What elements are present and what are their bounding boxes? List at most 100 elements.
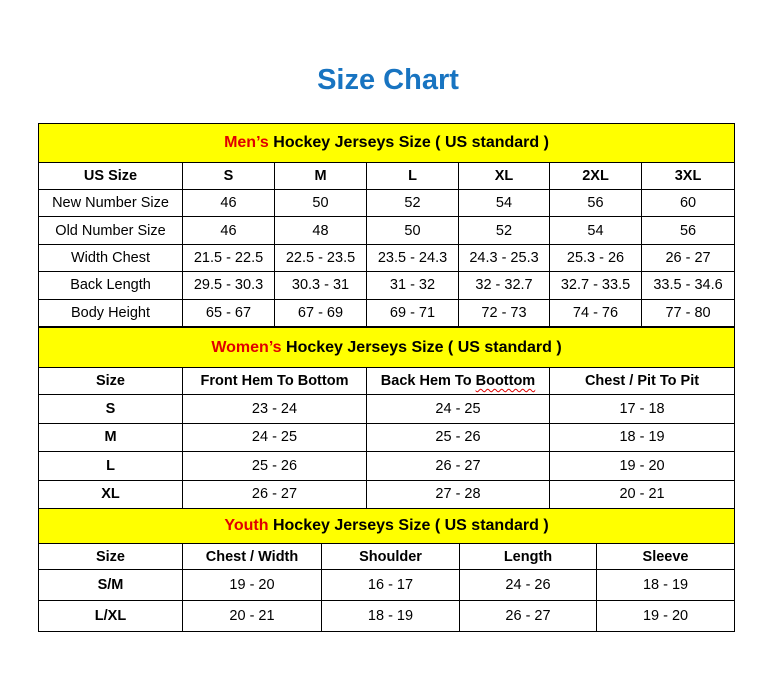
table-cell: 24 - 25 — [182, 422, 367, 452]
column-header-label: XL — [494, 168, 514, 184]
table-cell: 72 - 73 — [458, 298, 550, 327]
column-header: Size — [38, 543, 183, 570]
table-cell: 21.5 - 22.5 — [182, 243, 275, 273]
table-cell: 25 - 26 — [366, 422, 550, 452]
table-cell: 20 - 21 — [182, 600, 322, 632]
heading-rest: Hockey Jerseys Size ( US standard ) — [268, 517, 549, 534]
column-header-label: Back Hem To — [380, 373, 476, 389]
column-header: US Size — [38, 162, 183, 190]
column-header: Front Hem To Bottom — [182, 367, 367, 395]
table-row: L/XL 20 - 21 18 - 19 26 - 27 19 - 20 — [38, 600, 736, 632]
table-cell: 26 - 27 — [640, 243, 736, 273]
table-cell: 25 - 26 — [182, 451, 367, 481]
table-cell: 67 - 69 — [274, 298, 367, 327]
table-cell: 52 — [366, 188, 459, 218]
page-title: Size Chart — [317, 64, 459, 96]
womens-section-heading: Women’s Hockey Jerseys Size ( US standar… — [37, 327, 736, 368]
column-header-label: Chest / Width — [205, 548, 299, 565]
table-cell: 17 - 18 — [548, 394, 736, 424]
column-header: 2XL — [549, 162, 642, 190]
table-row: New Number Size 46 50 52 54 56 60 — [38, 188, 736, 218]
table-cell: 23 - 24 — [182, 394, 367, 424]
table-header-row: US Size S M L XL 2XL 3XL — [38, 162, 736, 190]
table-cell: 16 - 17 — [321, 569, 460, 601]
heading-prefix: Women’s — [211, 338, 282, 356]
column-header: M — [274, 162, 367, 190]
table-cell: 26 - 27 — [366, 451, 550, 481]
column-header-label: US Size — [83, 168, 138, 184]
table-row: Back Length 29.5 - 30.3 30.3 - 31 31 - 32 32… — [38, 271, 736, 300]
column-header: Shoulder — [321, 543, 460, 570]
table-row: Body Height 65 - 67 67 - 69 69 - 71 72 - 73 7… — [38, 298, 736, 327]
heading-prefix: Men’s — [224, 134, 269, 151]
table-row: Old Number Size 46 48 50 52 54 56 — [38, 216, 736, 245]
table-row: S/M 19 - 20 16 - 17 24 - 26 18 - 19 — [38, 569, 736, 601]
table-header-row: Size Front Hem To Bottom Back Hem To Boott… — [38, 367, 736, 395]
table-cell: 32 - 32.7 — [458, 271, 550, 300]
column-header-label: 3XL — [674, 168, 702, 184]
table-cell: 19 - 20 — [182, 569, 322, 601]
table-cell: 65 - 67 — [182, 298, 275, 327]
table-cell: 26 - 27 — [459, 600, 597, 632]
column-header-label: M — [314, 168, 327, 184]
row-label: L/XL — [38, 600, 183, 632]
row-label: L — [38, 451, 183, 481]
column-header-label: Chest / Pit To Pit — [584, 373, 700, 389]
table-cell: 52 — [458, 216, 550, 245]
table-cell: 23.5 - 24.3 — [366, 243, 459, 273]
table-cell: 77 - 80 — [640, 298, 736, 327]
table-row: XL 26 - 27 27 - 28 20 - 21 — [38, 479, 736, 509]
table-cell: 54 — [458, 188, 550, 218]
table-cell: 33.5 - 34.6 — [640, 271, 736, 300]
column-header-label: Shoulder — [359, 548, 422, 565]
table-cell: 22.5 - 23.5 — [274, 243, 367, 273]
mens-section-heading: Men’s Hockey Jerseys Size ( US standard … — [37, 123, 736, 163]
table-cell: 24 - 26 — [459, 569, 597, 601]
column-header: Chest / Pit To Pit — [548, 367, 736, 395]
column-header: Size — [38, 367, 183, 395]
table-row: Width Chest 21.5 - 22.5 22.5 - 23.5 23.5 - … — [38, 243, 736, 273]
table-row: L 25 - 26 26 - 27 19 - 20 — [38, 451, 736, 481]
table-cell: 30.3 - 31 — [274, 271, 367, 300]
table-cell: 46 — [182, 216, 275, 245]
table-cell: 18 - 19 — [321, 600, 460, 632]
mens-size-table: Men’s Hockey Jerseys Size ( US standard … — [37, 123, 736, 327]
column-header: S — [182, 162, 275, 190]
table-cell: 56 — [640, 216, 736, 245]
column-header-label: Size — [95, 548, 125, 565]
table-cell: 56 — [549, 188, 642, 218]
table-cell: 60 — [640, 188, 736, 218]
column-header-label: L — [408, 168, 417, 184]
table-cell: 31 - 32 — [366, 271, 459, 300]
column-header-label: Size — [95, 373, 125, 389]
column-header: Back Hem To Boottom — [366, 367, 550, 395]
table-cell: 54 — [549, 216, 642, 245]
youth-size-table: Youth Hockey Jerseys Size ( US standard … — [37, 508, 736, 632]
table-cell: 29.5 - 30.3 — [182, 271, 275, 300]
row-label: S — [38, 394, 183, 424]
column-header: L — [366, 162, 459, 190]
row-label: M — [38, 422, 183, 452]
column-header-label: S — [223, 168, 234, 184]
row-label: Back Length — [38, 271, 183, 300]
column-header-label: Sleeve — [642, 548, 689, 565]
table-cell: 18 - 19 — [595, 569, 736, 601]
womens-size-table: Women’s Hockey Jerseys Size ( US standar… — [37, 327, 736, 509]
column-header: Sleeve — [595, 543, 736, 570]
table-row: M 24 - 25 25 - 26 18 - 19 — [38, 422, 736, 452]
table-cell: 69 - 71 — [366, 298, 459, 327]
table-cell: 46 — [182, 188, 275, 218]
table-cell: 18 - 19 — [548, 422, 736, 452]
table-cell: 27 - 28 — [366, 479, 550, 509]
column-header: 3XL — [640, 162, 736, 190]
table-cell: 26 - 27 — [182, 479, 367, 509]
table-cell: 20 - 21 — [548, 479, 736, 509]
heading-prefix: Youth — [224, 517, 269, 534]
table-cell: 19 - 20 — [595, 600, 736, 632]
table-header-row: Size Chest / Width Shoulder Length Sleeve — [38, 543, 736, 570]
heading-rest: Hockey Jerseys Size ( US standard ) — [281, 338, 562, 356]
row-label: New Number Size — [38, 188, 183, 218]
table-cell: 48 — [274, 216, 367, 245]
row-label: Width Chest — [38, 243, 183, 273]
misspelled-word: Boottom — [475, 373, 536, 389]
